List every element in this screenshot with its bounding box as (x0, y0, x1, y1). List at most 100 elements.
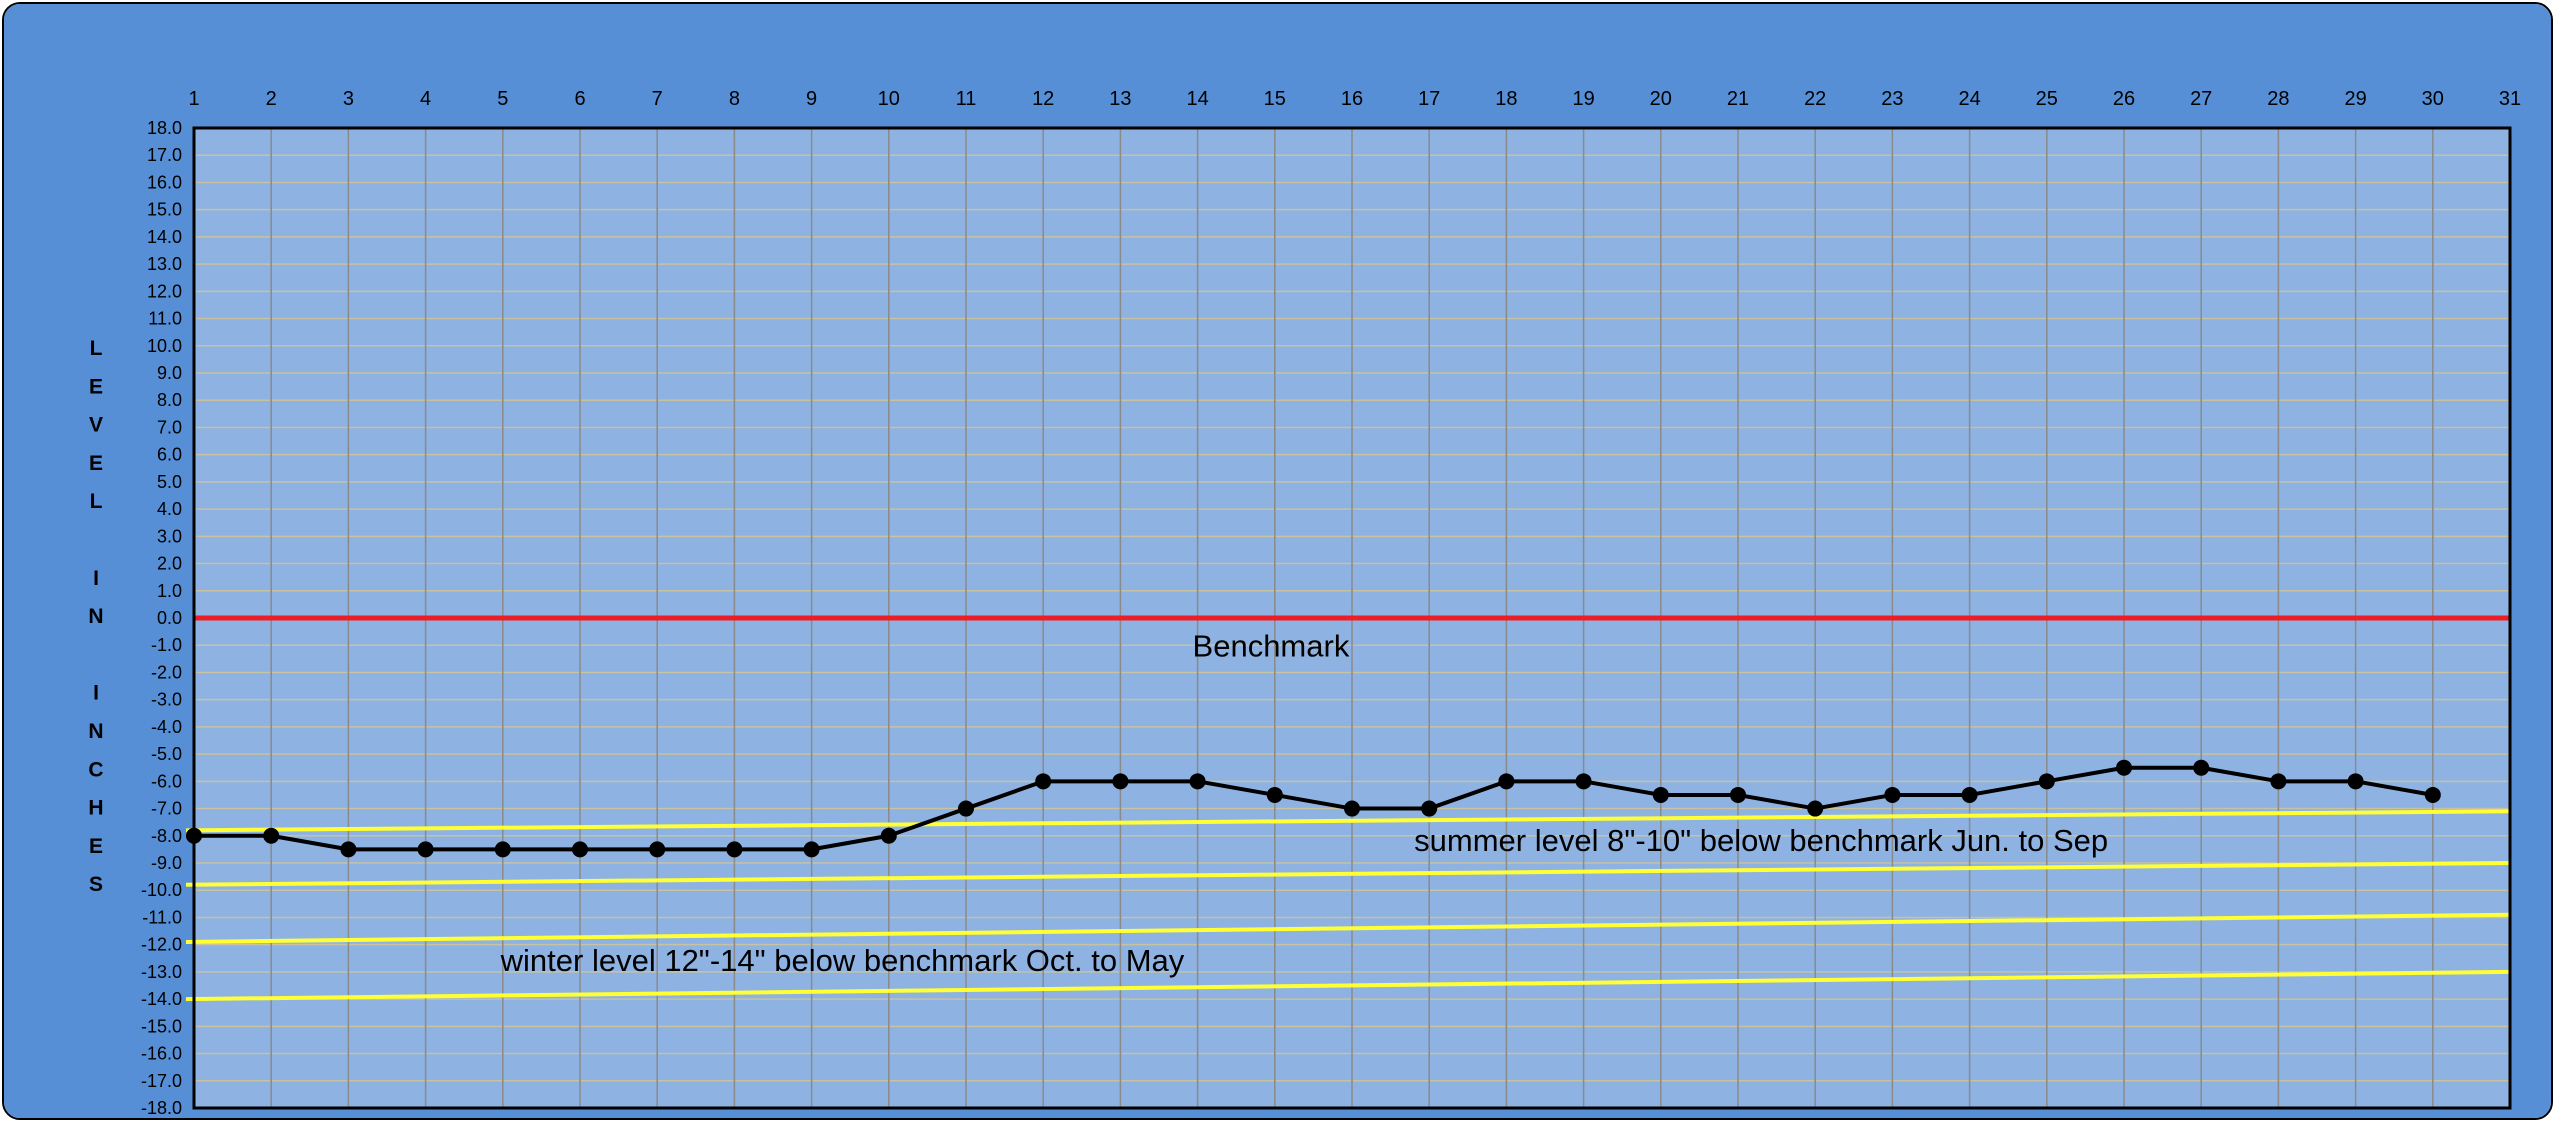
level-data-point (1730, 786, 1746, 803)
y-axis-label-letter: E (89, 375, 103, 398)
level-data-point (2424, 786, 2441, 803)
y-axis-label-letter: H (88, 797, 103, 820)
level-data-point (1035, 773, 1052, 790)
x-tick-label: 26 (2113, 88, 2135, 110)
plot-border (192, 126, 2512, 1110)
y-tick-label: 6.0 (157, 445, 182, 465)
x-tick-label: 14 (1186, 88, 1208, 110)
y-tick-label: -16.0 (141, 1044, 182, 1064)
level-data-point (2116, 759, 2132, 776)
y-tick-label: -9.0 (151, 853, 182, 873)
y-tick-label: -5.0 (151, 744, 182, 764)
level-chart: 1 2 3 4 5 6 7 8 9 10 11 12 13 14 15 16 17 18 19 20 21 22 23 24 2… (4, 4, 2551, 1118)
level-limit-line (185, 912, 2511, 944)
y-axis-label-letter: C (88, 758, 103, 781)
level-data-point (1652, 786, 1669, 803)
y-tick-label: 15.0 (147, 200, 182, 220)
y-axis-label-letter: I (93, 682, 99, 705)
x-tick-label: 31 (2499, 88, 2521, 110)
x-tick-label: 22 (1804, 88, 1826, 110)
level-data-point (1421, 800, 1438, 817)
level-data-point (572, 841, 588, 858)
x-tick-label: 11 (956, 88, 977, 110)
y-tick-label: 5.0 (157, 472, 182, 492)
y-tick-label: 11.0 (148, 309, 182, 329)
level-data-point (2193, 759, 2210, 776)
chart-annotation: Benchmark (1193, 629, 1350, 664)
y-tick-label: -10.0 (141, 880, 182, 900)
x-tick-label: 3 (343, 88, 354, 110)
y-tick-label: 13.0 (147, 254, 182, 274)
y-axis-label-letter: E (89, 452, 103, 475)
level-data-point (1961, 786, 1978, 803)
level-data-point (649, 841, 666, 858)
level-data-point (1575, 773, 1592, 790)
level-data-point (263, 827, 280, 844)
y-tick-label: 14.0 (147, 227, 182, 247)
x-tick-label: 8 (729, 88, 740, 110)
level-data-point (1884, 786, 1901, 803)
x-tick-label: 24 (1958, 88, 1980, 110)
x-tick-label: 18 (1495, 88, 1517, 110)
y-tick-label: -3.0 (151, 690, 182, 710)
y-axis-label-letter: E (89, 835, 103, 858)
y-tick-label: 0.0 (157, 608, 182, 628)
y-tick-label: 4.0 (157, 499, 182, 519)
x-tick-label: 23 (1881, 88, 1903, 110)
y-tick-label: -8.0 (151, 826, 182, 846)
x-tick-label: 30 (2422, 88, 2444, 110)
x-tick-label: 13 (1109, 88, 1131, 110)
y-tick-label: -12.0 (141, 935, 182, 955)
y-tick-label: 3.0 (157, 526, 182, 546)
y-axis-label-letter: L (90, 490, 103, 513)
y-axis-label-letter: L (90, 337, 103, 360)
level-data-point (726, 841, 743, 858)
y-axis-label-letter: S (89, 873, 103, 896)
x-tick-label: 6 (574, 88, 585, 110)
level-data-point (417, 841, 434, 858)
y-tick-label: -14.0 (141, 989, 182, 1009)
x-tick-label: 19 (1572, 88, 1594, 110)
level-limit-line (185, 861, 2511, 887)
level-data-point (2038, 773, 2055, 790)
y-tick-label: -6.0 (151, 771, 182, 791)
x-tick-label: 4 (420, 88, 431, 110)
y-tick-label: -7.0 (151, 799, 182, 819)
level-data-point (1189, 773, 1206, 790)
y-tick-label: -1.0 (151, 635, 182, 655)
y-tick-label: -2.0 (151, 662, 182, 682)
y-tick-label: 9.0 (157, 363, 182, 383)
y-tick-label: 18.0 (147, 118, 182, 138)
y-tick-label: 12.0 (147, 281, 182, 301)
y-tick-label: -18.0 (141, 1098, 182, 1118)
level-data-point (1266, 786, 1283, 803)
x-tick-label: 15 (1264, 88, 1286, 110)
y-tick-label: 7.0 (157, 417, 182, 437)
y-axis-label-letter: I (93, 567, 99, 590)
level-limit-line (185, 809, 2511, 833)
y-axis-label-letter: N (88, 720, 103, 743)
y-tick-label: -15.0 (141, 1016, 182, 1036)
x-tick-label: 1 (188, 88, 199, 110)
y-tick-label: 10.0 (147, 336, 182, 356)
level-series-line (194, 765, 2434, 852)
y-tick-label: 8.0 (157, 390, 182, 410)
x-tick-label: 25 (2036, 88, 2058, 110)
y-tick-label: -13.0 (141, 962, 182, 982)
x-tick-label: 29 (2344, 88, 2366, 110)
y-tick-label: -17.0 (141, 1071, 182, 1091)
x-tick-label: 27 (2190, 88, 2212, 110)
level-data-point (1112, 773, 1129, 790)
level-data-point (1344, 800, 1360, 817)
level-data-point (340, 841, 357, 858)
y-tick-label: 2.0 (157, 554, 182, 574)
x-tick-label: 20 (1650, 88, 1672, 110)
level-data-point (2347, 773, 2364, 790)
x-tick-label: 16 (1341, 88, 1363, 110)
x-tick-label: 5 (497, 88, 508, 110)
x-tick-label: 12 (1032, 88, 1054, 110)
chart-annotation: winter level 12"-14" below benchmark Oct… (500, 943, 1185, 978)
y-tick-label: 17.0 (147, 145, 182, 165)
y-tick-label: -4.0 (151, 717, 182, 737)
